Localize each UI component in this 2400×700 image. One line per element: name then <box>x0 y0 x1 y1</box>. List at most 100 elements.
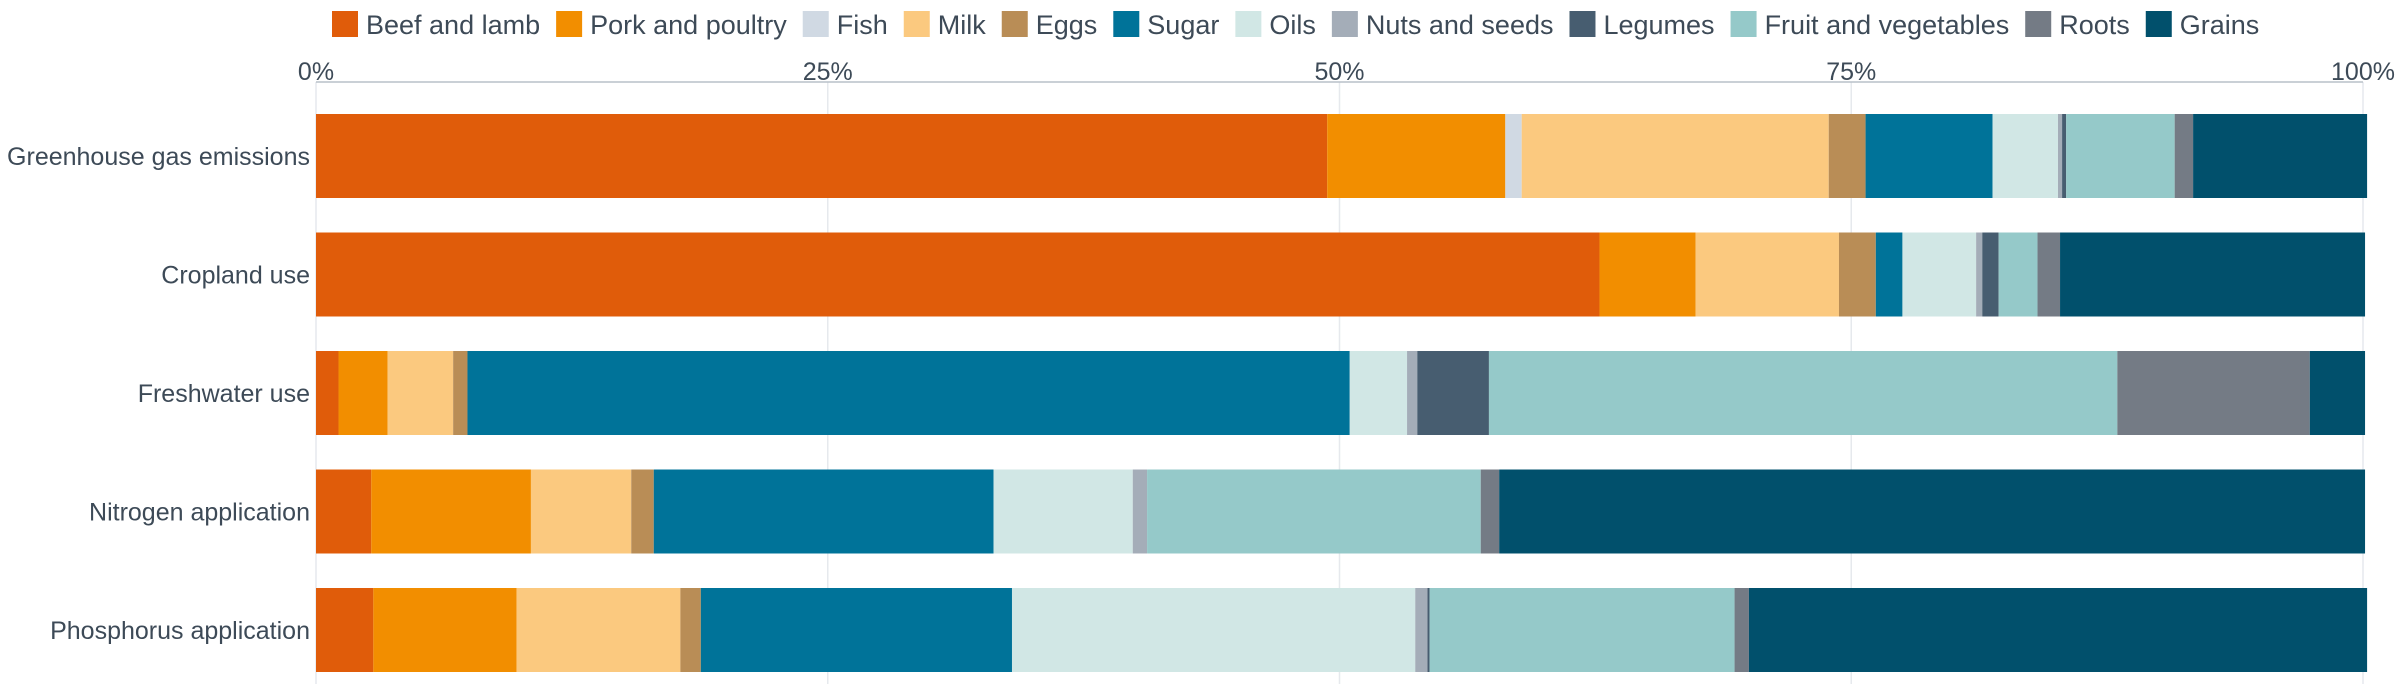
legend-label: Pork and poultry <box>590 10 787 40</box>
bar-segment-beef-and-lamb[interactable] <box>316 232 1600 317</box>
bar-segment-milk[interactable] <box>387 351 454 435</box>
legend-label: Oils <box>1269 10 1316 40</box>
bar-segment-eggs[interactable] <box>453 351 468 435</box>
bar-segment-milk[interactable] <box>530 469 632 554</box>
bar-segment-sugar[interactable] <box>653 469 994 554</box>
bar-segment-legumes[interactable] <box>1427 588 1430 672</box>
bar-segment-grains[interactable] <box>2060 232 2366 317</box>
legend-item-beef-and-lamb[interactable]: Beef and lamb <box>332 10 540 40</box>
bar-segment-oils[interactable] <box>993 469 1133 554</box>
y-axis-categories: Greenhouse gas emissions Cropland use Fres… <box>7 143 310 645</box>
bar-segment-legumes[interactable] <box>1417 351 1489 435</box>
legend-label: Fruit and vegetables <box>1765 10 2010 40</box>
legend-item-oils[interactable]: Oils <box>1235 10 1316 40</box>
legend-swatch <box>332 11 358 37</box>
legend-swatch <box>903 11 930 37</box>
legend-swatch <box>2145 11 2172 37</box>
legend-swatch <box>1569 11 1596 37</box>
bar-segment-fruit-and-vegetables[interactable] <box>1998 232 2038 317</box>
bar-segment-grains[interactable] <box>1499 469 2366 554</box>
bar-segment-milk[interactable] <box>1521 114 1829 198</box>
bar-segment-nuts-and-seeds[interactable] <box>1407 351 1418 435</box>
bar-segment-oils[interactable] <box>1902 232 1977 317</box>
x-tick-label: 50% <box>1314 58 1364 86</box>
bar-segment-sugar[interactable] <box>700 588 1012 672</box>
legend-label: Legumes <box>1603 10 1714 40</box>
bar-segment-fruit-and-vegetables[interactable] <box>2066 114 2175 198</box>
bar-segment-beef-and-lamb[interactable] <box>316 588 374 672</box>
bar-segment-oils[interactable] <box>1992 114 2058 198</box>
bar-segment-roots[interactable] <box>1734 588 1749 672</box>
bar-segment-sugar[interactable] <box>467 351 1350 435</box>
bar-row-greenhouse-gas-emissions <box>316 114 2368 198</box>
bar-segment-eggs[interactable] <box>680 588 701 672</box>
bar-segment-milk[interactable] <box>1695 232 1839 317</box>
bar-segment-fruit-and-vegetables[interactable] <box>1429 588 1735 672</box>
bar-segment-eggs[interactable] <box>631 469 654 554</box>
chart-bars <box>316 114 2368 672</box>
bar-segment-nuts-and-seeds[interactable] <box>1132 469 1148 554</box>
legend-label: Grains <box>2180 10 2260 40</box>
bar-segment-milk[interactable] <box>516 588 681 672</box>
legend-swatch <box>1730 11 1757 37</box>
legend-item-fish[interactable]: Fish <box>802 10 888 40</box>
x-tick-label: 25% <box>803 58 853 86</box>
legend-label: Milk <box>938 10 986 40</box>
category-label: Phosphorus application <box>50 617 310 645</box>
legend-label: Eggs <box>1036 10 1098 40</box>
bar-segment-pork-and-poultry[interactable] <box>338 351 388 435</box>
bar-segment-legumes[interactable] <box>2062 114 2067 198</box>
bar-segment-legumes[interactable] <box>1982 232 1999 317</box>
bar-segment-oils[interactable] <box>1349 351 1408 435</box>
legend-label: Nuts and seeds <box>1366 10 1554 40</box>
legend-item-fruit-and-vegetables[interactable]: Fruit and vegetables <box>1730 10 2010 40</box>
category-label: Greenhouse gas emissions <box>7 143 310 171</box>
legend-item-grains[interactable]: Grains <box>2145 10 2260 40</box>
bar-segment-beef-and-lamb[interactable] <box>316 351 339 435</box>
bar-segment-beef-and-lamb[interactable] <box>316 469 372 554</box>
bar-segment-sugar[interactable] <box>1865 114 1993 198</box>
bar-segment-roots[interactable] <box>2117 351 2310 435</box>
bar-segment-nuts-and-seeds[interactable] <box>1415 588 1428 672</box>
legend-label: Beef and lamb <box>366 10 540 40</box>
legend-item-roots[interactable]: Roots <box>2025 10 2130 40</box>
bar-segment-pork-and-poultry[interactable] <box>373 588 517 672</box>
bar-segment-eggs[interactable] <box>1828 114 1866 198</box>
bar-segment-nuts-and-seeds[interactable] <box>1976 232 1983 317</box>
legend-swatch <box>802 11 829 37</box>
bar-segment-fruit-and-vegetables[interactable] <box>1488 351 2118 435</box>
bar-segment-grains[interactable] <box>2193 114 2368 198</box>
bar-row-nitrogen-application <box>316 469 2366 554</box>
bar-segment-grains[interactable] <box>2309 351 2366 435</box>
bar-segment-pork-and-poultry[interactable] <box>1327 114 1506 198</box>
legend-swatch <box>1331 11 1358 37</box>
legend-item-sugar[interactable]: Sugar <box>1113 10 1219 40</box>
legend-item-legumes[interactable]: Legumes <box>1569 10 1715 40</box>
bar-row-freshwater-use <box>316 351 2366 435</box>
category-label: Cropland use <box>161 262 310 290</box>
bar-segment-eggs[interactable] <box>1838 232 1876 317</box>
bar-segment-pork-and-poultry[interactable] <box>371 469 531 554</box>
bar-segment-fish[interactable] <box>1505 114 1522 198</box>
bar-segment-fruit-and-vegetables[interactable] <box>1147 469 1481 554</box>
x-tick-label: 0% <box>298 58 334 86</box>
bar-segment-oils[interactable] <box>1011 588 1416 672</box>
legend-swatch <box>1235 11 1262 37</box>
legend-item-milk[interactable]: Milk <box>903 10 986 40</box>
bar-segment-nuts-and-seeds[interactable] <box>2057 114 2063 198</box>
x-axis: 0% 25% 50% 75% 100% <box>298 58 2395 86</box>
bar-segment-roots[interactable] <box>1480 469 1500 554</box>
bar-segment-pork-and-poultry[interactable] <box>1599 232 1696 317</box>
legend-swatch <box>2025 11 2052 37</box>
bar-segment-grains[interactable] <box>1748 588 2368 672</box>
bar-segment-roots[interactable] <box>2174 114 2194 198</box>
bar-segment-beef-and-lamb[interactable] <box>316 114 1328 198</box>
chart-legend: Beef and lamb Pork and poultry Fish Milk Egg… <box>332 10 2259 40</box>
bar-segment-roots[interactable] <box>2037 232 2061 317</box>
bar-row-phosphorus-application <box>316 588 2368 672</box>
legend-swatch <box>1001 11 1028 37</box>
bar-segment-sugar[interactable] <box>1875 232 1903 317</box>
legend-item-eggs[interactable]: Eggs <box>1001 10 1098 40</box>
legend-item-pork-and-poultry[interactable]: Pork and poultry <box>556 10 787 40</box>
legend-item-nuts-and-seeds[interactable]: Nuts and seeds <box>1331 10 1554 40</box>
